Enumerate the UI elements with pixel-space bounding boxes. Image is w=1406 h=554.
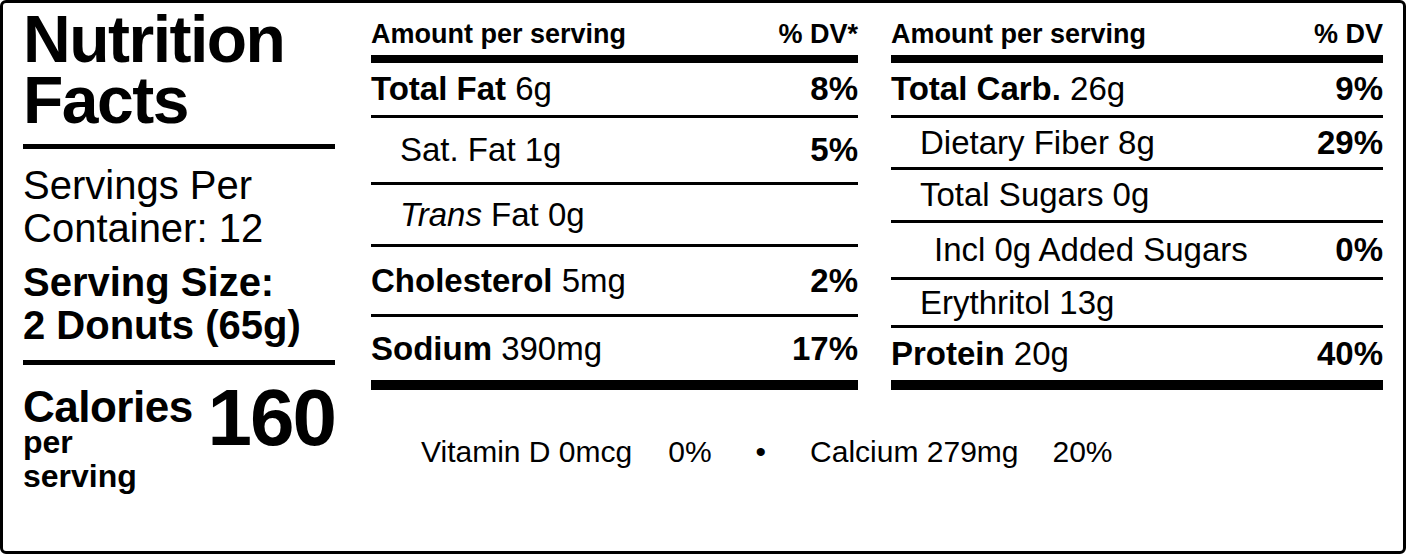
thick-divider	[891, 380, 1383, 390]
calcium-dv: 20%	[1053, 435, 1113, 468]
fat-column-header: Amount per serving % DV*	[371, 11, 858, 55]
dv-value: 29%	[1317, 124, 1383, 162]
micronutrient-row-1: Vitamin D 0mcg 0% • Calcium 279mg 20%	[371, 392, 1383, 511]
thick-divider	[371, 55, 858, 63]
row-added-sugars: Incl 0g Added Sugars 0%	[891, 223, 1383, 280]
thick-divider	[891, 55, 1383, 63]
servings-per-container: Servings Per Container: 12	[23, 165, 335, 248]
carb-column-header: Amount per serving % DV	[891, 11, 1383, 55]
divider	[23, 360, 335, 365]
bullet-icon: •	[756, 435, 767, 468]
dv-value: 9%	[1335, 70, 1383, 108]
nutrition-facts-title: Nutrition Facts	[23, 9, 335, 132]
servings-line1: Servings Per	[23, 165, 335, 205]
dv-value: 5%	[810, 131, 858, 169]
amount-per-serving-header: Amount per serving	[891, 19, 1146, 50]
nutrition-facts-label: Nutrition Facts Servings Per Container: …	[0, 0, 1406, 554]
dv-value: 17%	[792, 330, 858, 368]
carb-column: Amount per serving % DV Total Carb. 26g …	[891, 11, 1383, 390]
row-protein: Protein 20g 40%	[891, 328, 1383, 380]
dv-value: 8%	[810, 70, 858, 108]
label-summary-panel: Nutrition Facts Servings Per Container: …	[23, 9, 335, 494]
row-total-sugars: Total Sugars 0g	[891, 170, 1383, 223]
row-cholesterol: Cholesterol 5mg 2%	[371, 247, 858, 317]
calories-sublabel: per serving	[23, 426, 194, 493]
percent-dv-header: % DV	[1314, 19, 1383, 50]
calories-label-stack: Calories per serving	[23, 387, 194, 494]
servings-line2: Container: 12	[23, 208, 335, 248]
micronutrients-panel: Vitamin D 0mcg 0% • Calcium 279mg 20% Iron 0…	[371, 392, 1383, 554]
row-erythritol: Erythritol 13g	[891, 280, 1383, 328]
serving-size-line1: Serving Size:	[23, 262, 335, 302]
fat-column: Amount per serving % DV* Total Fat 6g 8%…	[371, 11, 858, 390]
row-trans-fat: Trans Fat 0g	[371, 185, 858, 247]
serving-size-line2: 2 Donuts (65g)	[23, 305, 335, 345]
thick-divider	[371, 380, 858, 390]
row-sodium: Sodium 390mg 17%	[371, 317, 858, 380]
micronutrient-row-2: Iron 0mg0%•Potassium 78mg2%	[371, 511, 1383, 554]
row-total-fat: Total Fat 6g 8%	[371, 63, 858, 118]
percent-dv-header: % DV*	[778, 19, 858, 50]
dv-value: 2%	[810, 262, 858, 300]
divider	[23, 144, 335, 149]
title-line1: Nutrition	[23, 9, 335, 70]
calories-value: 160	[208, 387, 335, 449]
amount-per-serving-header: Amount per serving	[371, 19, 626, 50]
dv-value: 40%	[1317, 335, 1383, 373]
vitamin-d-dv: 0%	[668, 435, 711, 468]
serving-size: Serving Size: 2 Donuts (65g)	[23, 262, 335, 345]
calories-row: Calories per serving 160	[23, 387, 335, 494]
title-line2: Facts	[23, 70, 335, 131]
row-dietary-fiber: Dietary Fiber 8g 29%	[891, 118, 1383, 170]
calories-label: Calories	[23, 387, 194, 427]
row-total-carb: Total Carb. 26g 9%	[891, 63, 1383, 118]
calcium-value: Calcium 279mg	[810, 435, 1018, 468]
vitamin-d-value: Vitamin D 0mcg	[421, 435, 632, 468]
row-sat-fat: Sat. Fat 1g 5%	[371, 118, 858, 185]
dv-value: 0%	[1335, 231, 1383, 269]
